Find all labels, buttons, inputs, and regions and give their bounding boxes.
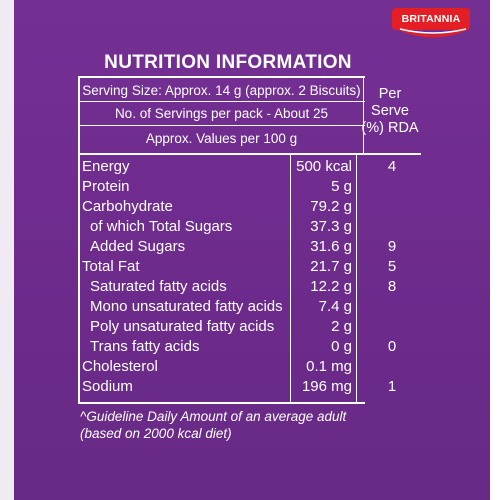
- table-row-total-sugars: of which Total Sugars 37.3 g: [0, 217, 500, 237]
- header-divider-3: [78, 153, 421, 155]
- per-serve-header: Per Serve (%) RDA: [360, 86, 420, 137]
- nutrient-name: Energy: [82, 158, 130, 175]
- brand-logo-badge: BRITANNIA: [392, 8, 470, 30]
- nutrient-value: 196 mg: [301, 378, 352, 395]
- table-row-total-fat: Total Fat 21.7 g 5: [0, 257, 500, 277]
- serving-size-text: Serving Size: Approx. 14 g (approx. 2 Bi…: [82, 83, 361, 98]
- table-row-trans-fat: Trans fatty acids 0 g 0: [0, 337, 500, 357]
- per-serve-line-1: Per: [378, 86, 402, 102]
- table-row-mono-unsaturated: Mono unsaturated fatty acids 7.4 g: [0, 297, 500, 317]
- nutrient-rda: 4: [387, 158, 397, 175]
- value-column-left-border: [290, 154, 291, 403]
- values-per-text: Approx. Values per 100 g: [145, 131, 298, 146]
- table-row-added-sugars: Added Sugars 31.6 g 9: [0, 237, 500, 257]
- nutrient-value: 500 kcal: [296, 158, 352, 175]
- nutrient-name: Protein: [82, 178, 130, 195]
- footnote-line-2: (based on 2000 kcal diet): [80, 426, 232, 441]
- rda-footnote: ^Guideline Daily Amount of an average ad…: [80, 408, 380, 442]
- servings-per-pack-text: No. of Servings per pack - About 25: [114, 106, 329, 121]
- nutrient-name: Added Sugars: [90, 238, 186, 255]
- table-row-carbohydrate: Carbohydrate 79.2 g: [0, 197, 500, 217]
- logo-swoosh-icon: [399, 27, 467, 38]
- footnote-line-1: ^Guideline Daily Amount of an average ad…: [80, 409, 347, 424]
- table-row-energy: Energy 500 kcal 4: [0, 157, 500, 177]
- nutrient-value: 0.1 mg: [306, 358, 352, 375]
- nutrient-value: 2 g: [331, 318, 352, 335]
- brand-logo: BRITANNIA: [392, 8, 470, 38]
- nutrient-name: Cholesterol: [82, 358, 158, 375]
- nutrient-name: Total Fat: [82, 258, 140, 275]
- nutrient-value: 0 g: [331, 338, 352, 355]
- perserve-column-border: [363, 76, 364, 154]
- table-top-border: [78, 76, 365, 78]
- per-serve-line-3: (%) RDA: [361, 120, 419, 136]
- nutrient-value: 7.4 g: [318, 298, 352, 315]
- table-row-cholesterol: Cholesterol 0.1 mg: [0, 357, 500, 377]
- table-row-poly-unsaturated: Poly unsaturated fatty acids 2 g: [0, 317, 500, 337]
- nutrient-rda: 5: [387, 258, 397, 275]
- nutrient-rda: 9: [387, 238, 397, 255]
- nutrient-rda: 8: [387, 278, 397, 295]
- header-divider-1: [78, 101, 365, 102]
- nutrient-value: 31.6 g: [310, 238, 352, 255]
- table-row-saturated-fat: Saturated fatty acids 12.2 g 8: [0, 277, 500, 297]
- nutrient-name: Carbohydrate: [82, 198, 173, 215]
- nutrient-name: Mono unsaturated fatty acids: [90, 298, 283, 315]
- value-column-right-border: [356, 154, 357, 403]
- nutrient-value: 79.2 g: [310, 198, 352, 215]
- nutrient-name: of which Total Sugars: [90, 218, 233, 235]
- table-left-border: [78, 76, 80, 403]
- nutrient-name: Poly unsaturated fatty acids: [90, 318, 275, 335]
- nutrient-value: 21.7 g: [310, 258, 352, 275]
- nutrient-value: 37.3 g: [310, 218, 352, 235]
- nutrient-name: Saturated fatty acids: [90, 278, 227, 295]
- table-row-protein: Protein 5 g: [0, 177, 500, 197]
- nutrient-value: 5 g: [331, 178, 352, 195]
- nutrient-value: 12.2 g: [310, 278, 352, 295]
- nutrient-rda: 0: [387, 338, 397, 355]
- nutrient-name: Sodium: [82, 378, 133, 395]
- table-row-sodium: Sodium 196 mg 1: [0, 377, 500, 397]
- page-title: NUTRITION INFORMATION: [104, 52, 352, 73]
- header-divider-2: [78, 125, 365, 126]
- nutrient-name: Trans fatty acids: [90, 338, 200, 355]
- table-bottom-border: [78, 402, 365, 404]
- nutrient-rda: 1: [387, 378, 397, 395]
- per-serve-line-2: Serve: [371, 103, 409, 119]
